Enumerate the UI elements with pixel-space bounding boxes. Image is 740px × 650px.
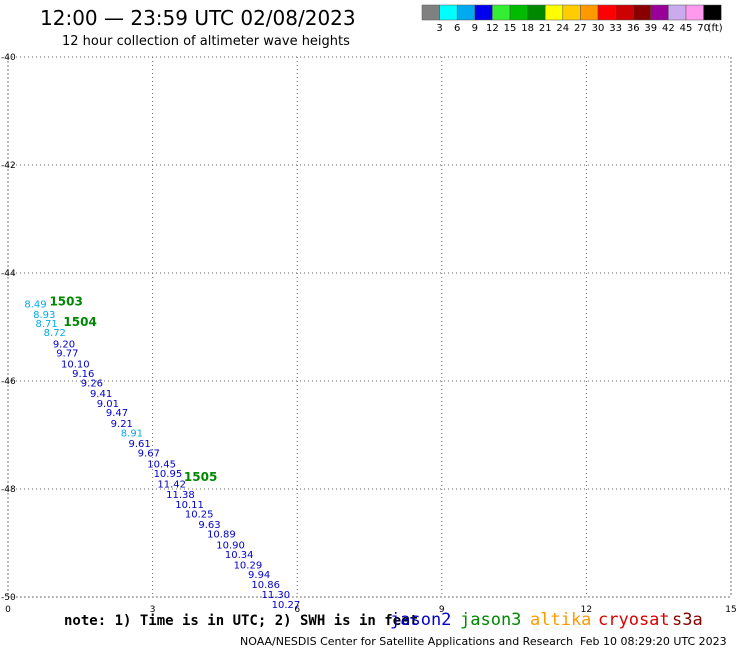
swh-value-label: 8.71 bbox=[35, 319, 57, 330]
swh-value-label: 9.67 bbox=[138, 449, 160, 460]
colorbar-swatch bbox=[527, 4, 546, 21]
colorbar-label: 18 bbox=[521, 23, 534, 34]
swh-value-label: 9.94 bbox=[248, 570, 270, 581]
time-label: 1505 bbox=[184, 470, 217, 484]
swh-points: 8.498.938.718.729.209.7710.109.169.269.4… bbox=[24, 300, 300, 611]
time-labels: 1503 1504 1505 bbox=[49, 294, 217, 484]
colorbar-label: 24 bbox=[556, 23, 569, 34]
colorbar-label: 9 bbox=[472, 23, 478, 34]
swh-value-label: 10.45 bbox=[147, 459, 176, 470]
colorbar-swatch bbox=[668, 4, 687, 21]
colorbar-swatch bbox=[544, 4, 564, 21]
colorbar-label: 3 bbox=[436, 23, 442, 34]
chart-subtitle: 12 hour collection of altimeter wave hei… bbox=[62, 34, 350, 49]
colorbar-label: 21 bbox=[539, 23, 552, 34]
colorbar-label: 45 bbox=[680, 23, 693, 34]
swh-value-label: 10.95 bbox=[154, 469, 183, 480]
time-label: 1503 bbox=[49, 294, 82, 308]
satellite-legend-cryosat: cryosat bbox=[598, 610, 670, 630]
plot-frame bbox=[7, 56, 732, 598]
colorbar-swatch bbox=[615, 4, 634, 21]
swh-value-label: 8.93 bbox=[33, 310, 55, 321]
x-tick-label: 3 bbox=[150, 605, 156, 615]
y-tick-label: -44 bbox=[1, 269, 16, 279]
time-label: 1504 bbox=[63, 315, 96, 329]
satellite-legend-jason3: jason3 bbox=[460, 610, 521, 630]
colorbar-swatch bbox=[703, 4, 722, 21]
swh-value-label: 10.25 bbox=[185, 510, 214, 521]
note-text: note: 1) Time is in UTC; 2) SWH is in fe… bbox=[64, 613, 418, 629]
swh-value-label: 10.10 bbox=[61, 360, 90, 371]
colorbar-label: 42 bbox=[662, 23, 675, 34]
y-tick-label: -46 bbox=[1, 377, 16, 387]
colorbar-swatch bbox=[597, 4, 616, 21]
colorbar-label: 12 bbox=[486, 23, 499, 34]
satellite-legend: jason2 jason3 altika cryosat s3a bbox=[390, 610, 703, 630]
x-tick-label: 12 bbox=[581, 605, 592, 615]
x-tick-label: 9 bbox=[439, 605, 445, 615]
colorbar-label: 27 bbox=[574, 23, 587, 34]
chart-title: 12:00 — 23:59 UTC 02/08/2023 bbox=[40, 6, 356, 30]
swh-value-label: 10.29 bbox=[234, 560, 263, 571]
colorbar-label: 30 bbox=[592, 23, 605, 34]
footer-timestamp: Feb 10 08:29:20 UTC 2023 bbox=[580, 635, 727, 648]
satellite-legend-altika: altika bbox=[530, 610, 591, 630]
swh-value-label: 11.38 bbox=[166, 490, 195, 501]
y-tick-label: -50 bbox=[1, 593, 16, 603]
x-axis-ticks: 0 3 6 9 12 15 bbox=[5, 605, 737, 615]
satellite-legend-jason2: jason2 bbox=[390, 610, 451, 630]
colorbar-swatch bbox=[562, 4, 581, 21]
swh-value-label: 10.89 bbox=[207, 530, 236, 541]
plot-grid bbox=[7, 56, 732, 598]
colorbar-label: 39 bbox=[644, 23, 657, 34]
swh-value-label: 10.90 bbox=[216, 540, 245, 551]
swh-value-label: 9.61 bbox=[129, 439, 151, 450]
colorbar-swatch bbox=[421, 4, 440, 21]
colorbar-swatch bbox=[509, 4, 528, 21]
colorbar-label: 33 bbox=[609, 23, 622, 34]
y-axis-ticks: -40 -42 -44 -46 -48 -50 bbox=[1, 53, 16, 603]
swh-value-label: 10.86 bbox=[251, 580, 280, 591]
colorbar-label: 36 bbox=[627, 23, 640, 34]
colorbar-label: 15 bbox=[504, 23, 517, 34]
colorbar-swatch bbox=[456, 4, 476, 21]
swh-value-label: 9.21 bbox=[111, 419, 133, 430]
swh-value-label: 9.26 bbox=[81, 378, 103, 389]
y-tick-label: -48 bbox=[1, 485, 16, 495]
swh-value-label: 9.77 bbox=[56, 349, 78, 360]
colorbar-swatch bbox=[650, 4, 669, 21]
swh-value-label: 8.72 bbox=[44, 328, 66, 339]
swh-value-label: 11.42 bbox=[157, 479, 186, 490]
colorbar-swatch bbox=[580, 4, 599, 21]
swh-value-label: 9.16 bbox=[72, 369, 94, 380]
y-tick-label: -40 bbox=[1, 53, 16, 63]
swh-value-label: 10.11 bbox=[175, 500, 204, 511]
y-tick-label: -42 bbox=[1, 161, 16, 171]
swh-value-label: 11.30 bbox=[262, 590, 291, 601]
colorbar-label: 6 bbox=[454, 23, 460, 34]
footer-credit: NOAA/NESDIS Center for Satellite Applica… bbox=[240, 635, 573, 648]
colorbar-swatch bbox=[474, 4, 493, 21]
colorbar-label: 70 bbox=[697, 23, 710, 34]
colorbar-swatch bbox=[685, 4, 704, 21]
colorbar-swatch bbox=[439, 4, 458, 21]
swh-value-label: 10.34 bbox=[225, 550, 254, 561]
satellite-legend-s3a: s3a bbox=[672, 610, 703, 630]
swh-value-label: 9.20 bbox=[53, 340, 75, 351]
swh-value-label: 8.49 bbox=[24, 300, 46, 311]
colorbar-unit: (ft) bbox=[708, 23, 723, 34]
colorbar-swatch bbox=[632, 4, 652, 21]
swh-value-label: 8.91 bbox=[121, 429, 143, 440]
swh-value-label: 9.63 bbox=[198, 520, 220, 531]
x-tick-label: 0 bbox=[5, 605, 11, 615]
x-tick-label: 15 bbox=[725, 605, 736, 615]
colorbar-swatch bbox=[492, 4, 511, 21]
swh-value-label: 10.27 bbox=[272, 600, 301, 611]
colorbar-legend: 3 6 9 12 15 18 21 24 27 30 33 36 39 42 45 70(ft) bbox=[421, 4, 723, 34]
swh-value-label: 9.01 bbox=[97, 399, 119, 410]
swh-value-label: 9.41 bbox=[90, 389, 112, 400]
x-tick-label: 6 bbox=[294, 605, 300, 615]
swh-value-label: 9.47 bbox=[106, 408, 128, 419]
